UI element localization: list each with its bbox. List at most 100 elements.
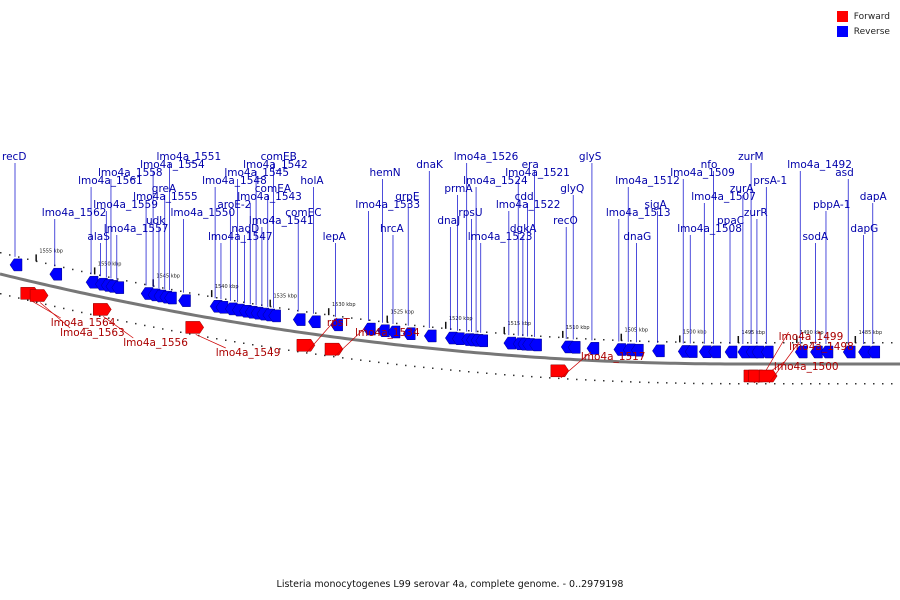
reverse-gene-arrow — [567, 341, 581, 354]
scale-tick — [620, 333, 623, 341]
reverse-track-dot — [783, 383, 785, 385]
reverse-track-dot — [513, 374, 515, 377]
reverse-track-dot — [792, 383, 794, 385]
reverse-track-dot — [837, 383, 839, 385]
reverse-gene-arrow — [111, 281, 125, 294]
forward-track-dot — [279, 307, 281, 309]
reverse-track-dot — [639, 381, 641, 383]
scale-tick — [210, 290, 213, 298]
reverse-track-dot — [720, 382, 722, 385]
forward-gene-leader — [39, 302, 71, 329]
forward-gene-arrow — [185, 321, 205, 334]
forward-track-dot — [405, 323, 407, 326]
reverse-gene-arrow — [292, 313, 306, 326]
reverse-gene-label: lepA — [323, 231, 347, 243]
reverse-gene-arrow — [402, 327, 416, 340]
forward-track-dot — [495, 332, 497, 334]
reverse-gene-label: lmo4a_1554 — [140, 159, 205, 171]
reverse-track-dot — [774, 383, 776, 385]
forward-track-dot — [360, 318, 362, 320]
reverse-track-dot — [495, 373, 497, 375]
scale-tick — [444, 321, 447, 329]
reverse-track-dot — [396, 363, 398, 366]
forward-gene-label: lmo4a_1498 — [789, 341, 854, 353]
forward-track-dot — [306, 311, 308, 313]
reverse-track-dot — [810, 383, 812, 385]
forward-track-dot — [9, 254, 11, 256]
reverse-gene-label: era — [522, 159, 539, 171]
forward-track-dot — [702, 341, 704, 344]
reverse-track-dot — [324, 354, 326, 357]
reverse-gene-label: nadD — [231, 223, 259, 235]
forward-track-dot — [666, 341, 668, 343]
forward-track-dot — [810, 342, 812, 344]
forward-track-dot — [585, 338, 587, 340]
scale-label: 1510 kbp — [566, 325, 590, 331]
reverse-track-dot — [108, 317, 110, 319]
forward-track-dot — [513, 333, 515, 336]
scale-label: 1550 kbp — [98, 261, 122, 267]
reverse-gene-label: ppaC — [717, 215, 744, 227]
forward-track-dot — [18, 256, 20, 258]
reverse-gene-arrow — [85, 275, 99, 289]
reverse-gene-arrow — [760, 345, 774, 359]
reverse-track-dot — [459, 370, 461, 372]
reverse-track-dot — [306, 352, 308, 354]
reverse-track-dot — [216, 338, 218, 340]
reverse-track-dot — [765, 383, 767, 385]
reverse-gene-arrow — [178, 294, 191, 307]
reverse-gene-label: lmo4a_1513 — [606, 207, 671, 219]
reverse-track-dot — [594, 379, 596, 382]
forward-track-dot — [369, 319, 371, 321]
forward-track-dot — [612, 339, 614, 341]
legend: Forward Reverse — [836, 9, 890, 39]
reverse-track-dot — [360, 359, 362, 361]
forward-gene-label: lmo4a_1564 — [51, 317, 116, 329]
forward-track-dot — [675, 341, 677, 343]
reverse-gene-label: lmo4a_1492 — [787, 159, 852, 171]
forward-track-dot — [378, 320, 380, 323]
forward-track-dot — [459, 329, 461, 331]
reverse-track-dot — [549, 377, 551, 379]
reverse-track-dot — [756, 383, 758, 385]
reverse-gene-label: pbpA-1 — [813, 199, 850, 211]
forward-gene-arrow — [93, 303, 112, 316]
reverse-track-dot — [135, 322, 137, 325]
reverse-gene-label: grpE — [395, 191, 419, 203]
reverse-track-dot — [0, 293, 2, 295]
reverse-gene-label: lmo4a_1547 — [208, 231, 273, 243]
forward-track-dot — [765, 342, 767, 344]
reverse-gene-label: hemN — [369, 167, 400, 179]
reverse-track-dot — [90, 313, 92, 316]
forward-track-dot — [423, 325, 425, 328]
reverse-gene-label: lmo4a_1507 — [691, 191, 756, 203]
reverse-gene-arrow — [387, 325, 401, 339]
reverse-track-dot — [405, 364, 407, 367]
forward-track-dot — [27, 258, 29, 260]
reverse-gene-arrow — [820, 345, 834, 359]
forward-gene-leader — [103, 316, 134, 339]
reverse-track-dot — [243, 342, 245, 344]
forward-track-dot — [225, 298, 227, 300]
reverse-gene-label: glyQ — [560, 183, 584, 195]
reverse-track-dot — [567, 378, 569, 380]
reverse-gene-label: rpsU — [458, 207, 482, 219]
reverse-gene-label: lmo4a_1558 — [98, 167, 163, 179]
reverse-track-dot — [603, 380, 605, 382]
reverse-gene-label: recO — [553, 215, 578, 227]
reverse-track-dot — [63, 307, 65, 310]
forward-track-dot — [774, 342, 776, 344]
reverse-gene-arrow — [586, 342, 600, 355]
forward-track-dot — [558, 336, 560, 339]
reverse-gene-label: dnaJ — [437, 215, 460, 227]
reverse-gene-label: holA — [300, 175, 324, 187]
forward-track-dot — [342, 316, 344, 318]
forward-track-dot — [792, 342, 794, 344]
forward-track-dot — [72, 268, 74, 271]
forward-track-dot — [819, 342, 821, 344]
forward-track-dot — [252, 303, 254, 305]
forward-track-dot — [207, 295, 209, 297]
scale-tick — [503, 326, 506, 334]
reverse-track-dot — [171, 329, 173, 332]
